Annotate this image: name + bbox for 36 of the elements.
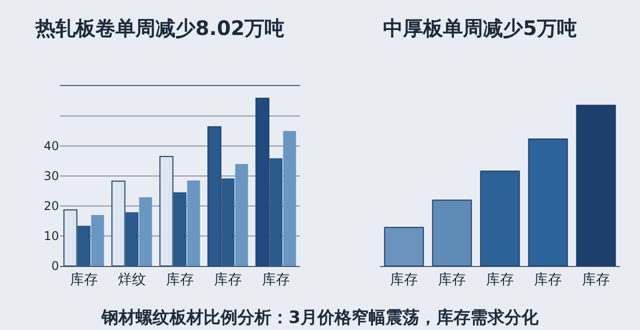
y-tick-label: 30 bbox=[44, 169, 59, 184]
y-tick-label: 10 bbox=[44, 229, 59, 244]
bar bbox=[576, 104, 616, 266]
bar bbox=[126, 212, 138, 266]
x-tick-label: 烊纹 bbox=[118, 272, 146, 288]
bar bbox=[270, 158, 282, 266]
text: 钢材螺纹板材比例分析：3月价格窄幅震荡，库存需求分化 bbox=[100, 307, 540, 329]
bar bbox=[139, 197, 152, 266]
bar bbox=[91, 215, 104, 266]
x-tick-label: 库存 bbox=[166, 272, 194, 288]
x-tick-label: 库存 bbox=[70, 272, 98, 288]
bar bbox=[255, 98, 270, 266]
bar bbox=[174, 192, 186, 266]
y-tick-label: 20 bbox=[44, 199, 59, 214]
x-tick-label: 库存 bbox=[534, 272, 562, 288]
bar bbox=[528, 138, 568, 266]
bar bbox=[384, 226, 424, 266]
x-tick-label: 库存 bbox=[486, 272, 514, 288]
bar bbox=[235, 164, 248, 266]
bar bbox=[432, 200, 472, 266]
bar bbox=[159, 156, 174, 266]
x-tick-label: 库存 bbox=[390, 272, 418, 288]
bar bbox=[187, 180, 200, 266]
x-tick-label: 库存 bbox=[214, 272, 242, 288]
y-tick-label: 0 bbox=[51, 259, 59, 274]
y-tick-label: 40 bbox=[44, 139, 59, 154]
bar bbox=[78, 226, 90, 266]
bar bbox=[283, 131, 296, 266]
x-tick-label: 库存 bbox=[438, 272, 466, 288]
bar bbox=[111, 180, 126, 266]
x-tick-label: 库存 bbox=[262, 272, 290, 288]
x-tick-label: 库存 bbox=[582, 272, 610, 288]
chart-title: 热轧板卷单周减少8.02万吨 bbox=[34, 16, 285, 40]
chart-title: 中厚板单周减少5万吨 bbox=[383, 16, 577, 40]
bar bbox=[63, 209, 78, 266]
bar bbox=[480, 170, 520, 266]
